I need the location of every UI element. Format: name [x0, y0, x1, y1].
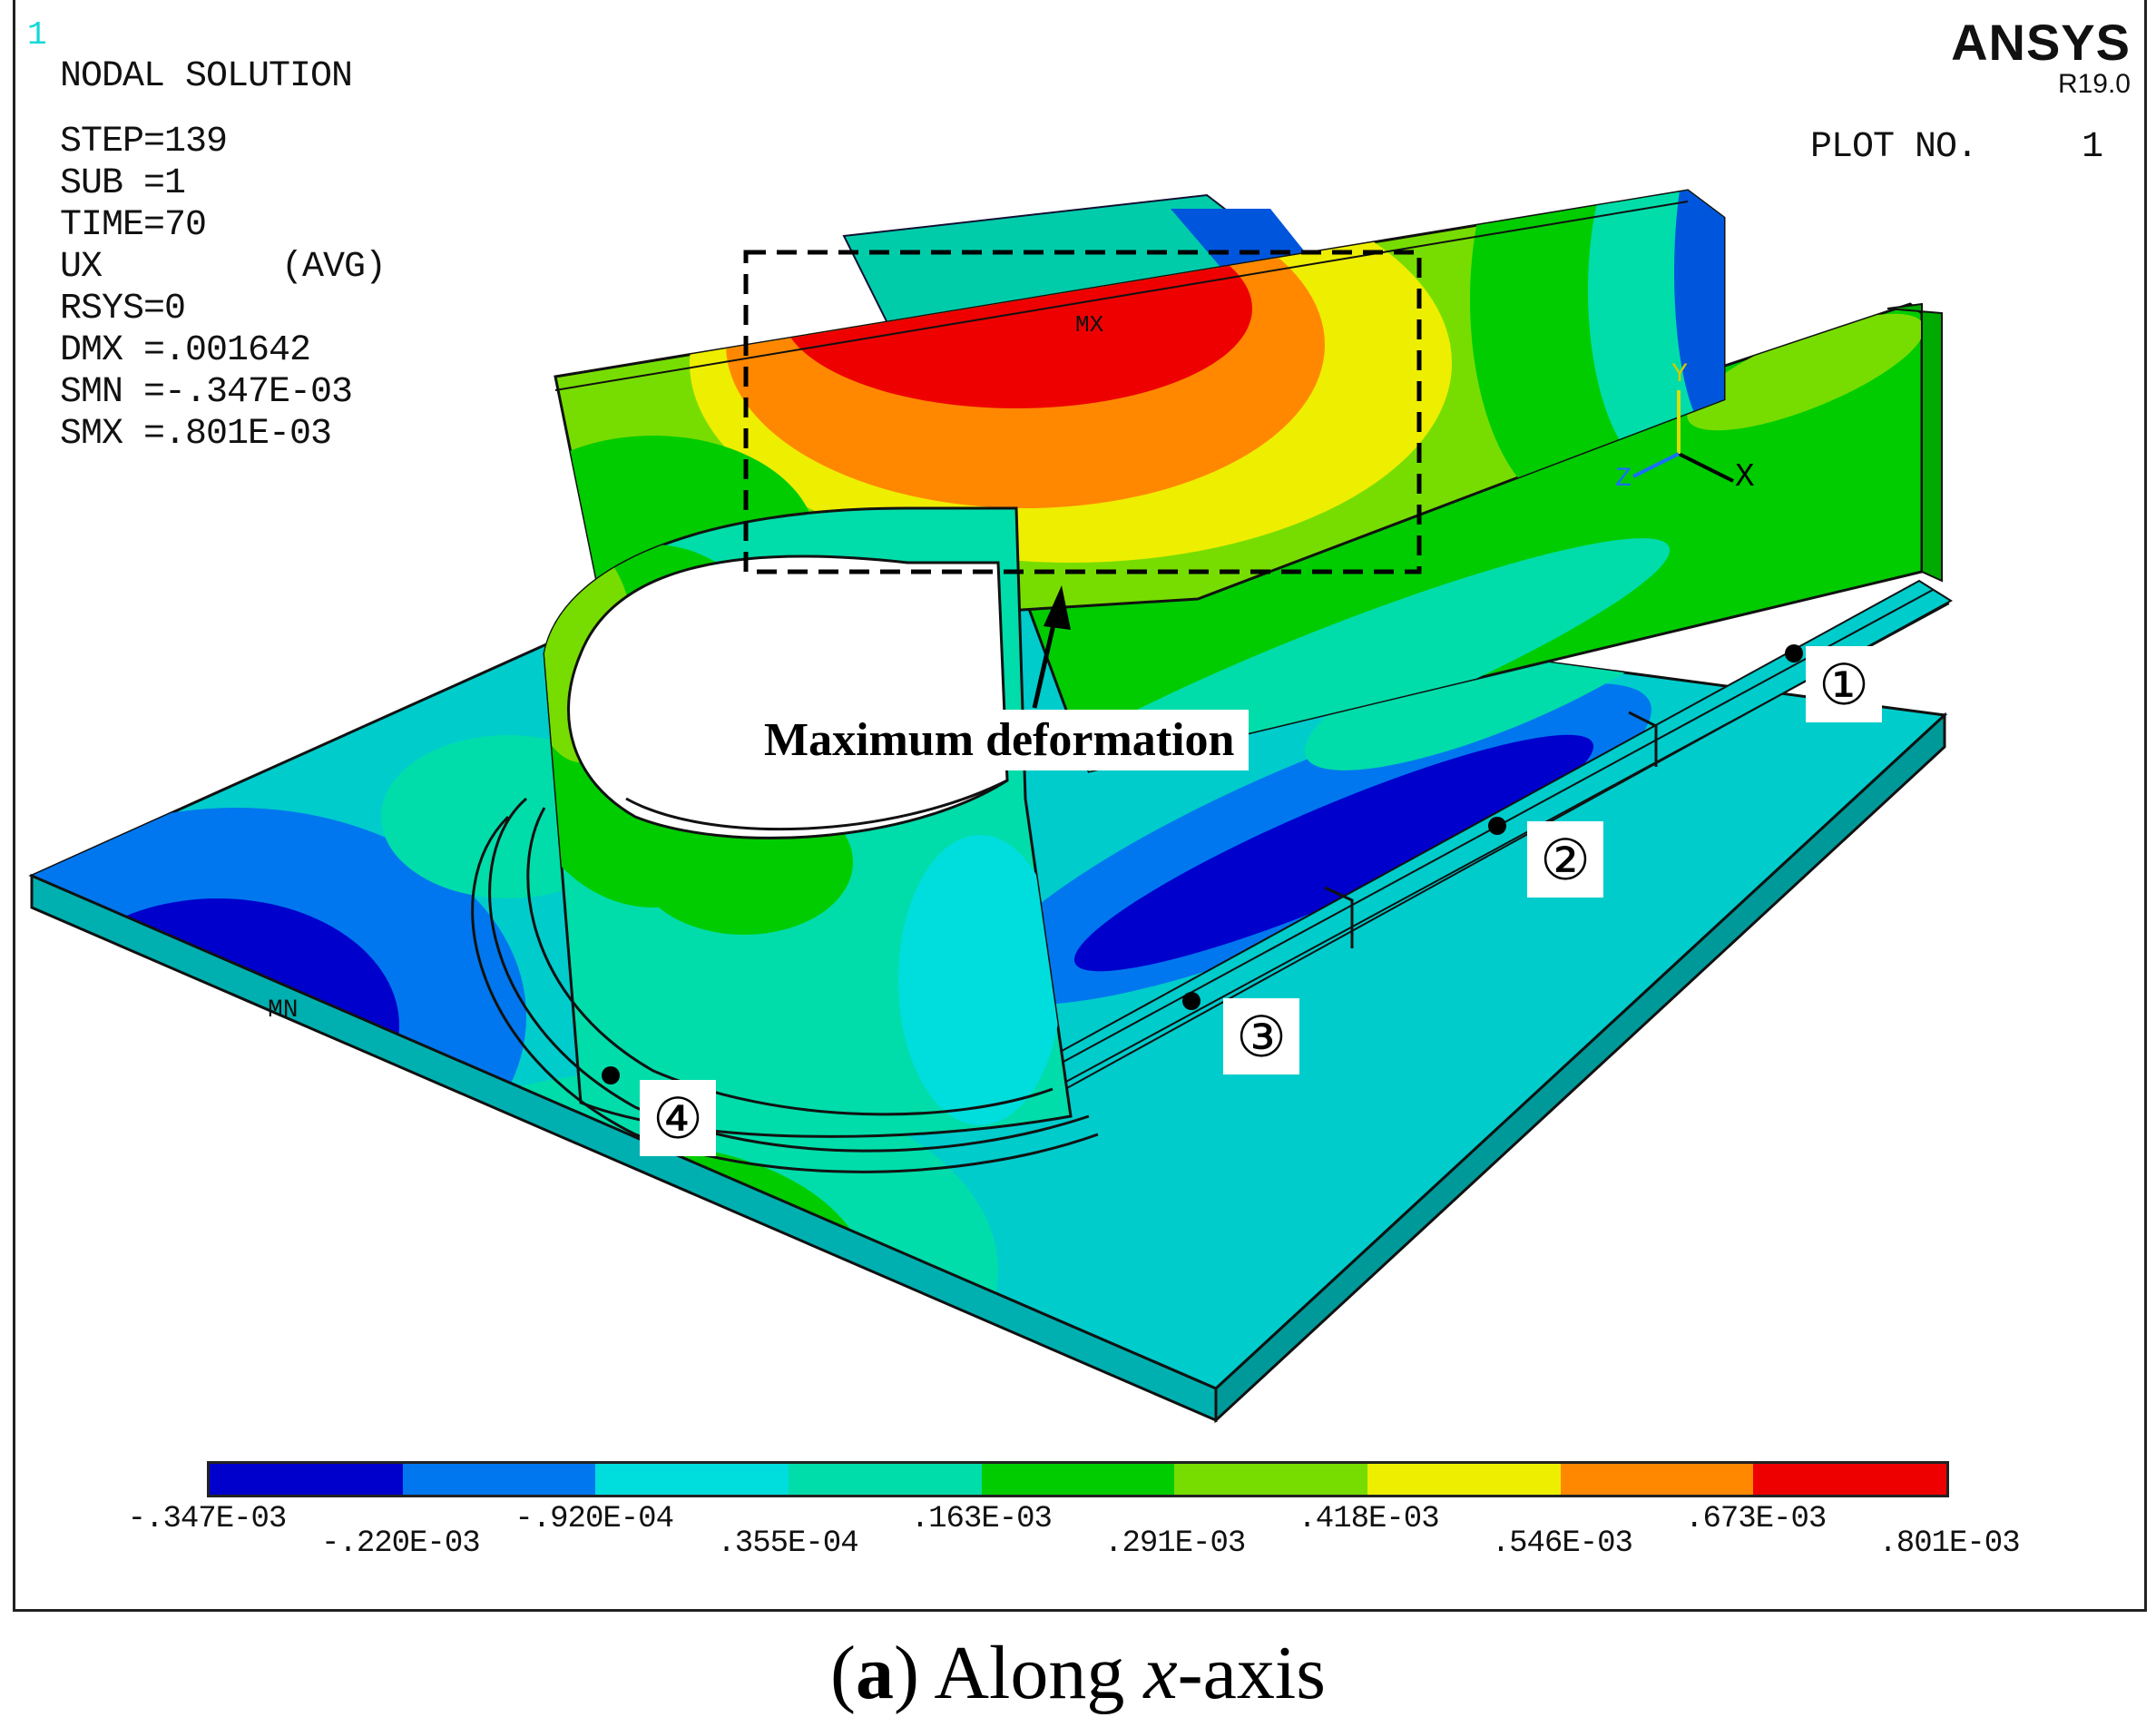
plot-no-value: 1	[2082, 127, 2103, 168]
time-value: TIME=70	[60, 205, 207, 246]
color-legend	[207, 1461, 1949, 1497]
marker-4: ④	[640, 1080, 716, 1156]
brand-version: R19.0	[2057, 69, 2131, 99]
max-deformation-box	[743, 250, 1422, 574]
maximum-deformation-label: Maximum deformation	[750, 710, 1250, 770]
legend-swatch	[1560, 1464, 1754, 1495]
legend-swatch	[1753, 1464, 1947, 1495]
triad-y: Y	[1671, 359, 1688, 390]
legend-swatch	[595, 1464, 789, 1495]
mn-marker: MN	[268, 996, 299, 1025]
legend-swatch	[789, 1464, 982, 1495]
plot-index: 1	[27, 16, 47, 54]
base-ring	[471, 797, 1099, 1173]
caption-letter: a	[856, 1631, 895, 1715]
legend-tick-label: .801E-03	[1878, 1526, 2020, 1561]
triad-x: X	[1735, 458, 1755, 496]
avg-label: (AVG)	[281, 247, 387, 288]
legend-swatch	[402, 1464, 596, 1495]
legend-tick-label: -.920E-04	[514, 1502, 674, 1536]
legend-tick-label: -.347E-03	[127, 1502, 288, 1536]
plot-no-label: PLOT NO.	[1810, 127, 1978, 168]
legend-swatch	[210, 1464, 403, 1495]
brand-name: ANSYS	[1951, 14, 2131, 71]
smn-value: SMN =-.347E-03	[60, 372, 353, 413]
mx-marker: MX	[1075, 311, 1104, 339]
rsys-value: RSYS=0	[60, 289, 186, 329]
marker-1: ①	[1806, 646, 1882, 722]
legend-tick-label: .163E-03	[910, 1502, 1053, 1536]
legend-tick-label: .355E-04	[717, 1526, 858, 1561]
dmx-value: DMX =.001642	[60, 330, 311, 371]
legend-tick-label: .673E-03	[1685, 1502, 1827, 1536]
axis-triad	[1632, 390, 1734, 483]
marker-3: ③	[1223, 998, 1299, 1074]
measurement-dots	[602, 644, 1803, 1084]
smx-value: SMX =.801E-03	[60, 414, 332, 455]
sub-value: SUB =1	[60, 163, 186, 204]
legend-tick-label: .291E-03	[1104, 1526, 1246, 1561]
legend-swatch	[1174, 1464, 1368, 1495]
caption-suffix: -axis	[1177, 1631, 1326, 1715]
legend-swatch	[981, 1464, 1175, 1495]
caption-text: Along	[934, 1631, 1125, 1715]
cylinder-wall	[543, 506, 1073, 1138]
legend-tick-label: -.220E-03	[321, 1526, 481, 1561]
caption-axis: x	[1143, 1631, 1178, 1715]
legend-tick-label: .546E-03	[1491, 1526, 1633, 1561]
step-value: STEP=139	[60, 122, 228, 162]
legend-swatch	[1367, 1464, 1561, 1495]
triad-z: Z	[1615, 464, 1632, 495]
marker-2: ②	[1527, 821, 1603, 898]
callout-arrow	[1032, 585, 1071, 709]
legend-tick-label: .418E-03	[1298, 1502, 1439, 1536]
ansys-brand: ANSYS R19.0	[1951, 16, 2131, 100]
quantity-label: UX	[60, 247, 103, 288]
plot-number: PLOT NO. 1	[1810, 127, 2103, 168]
figure-caption: (a) Along x-axis	[830, 1631, 1326, 1715]
solution-title: NODAL SOLUTION	[60, 56, 353, 97]
